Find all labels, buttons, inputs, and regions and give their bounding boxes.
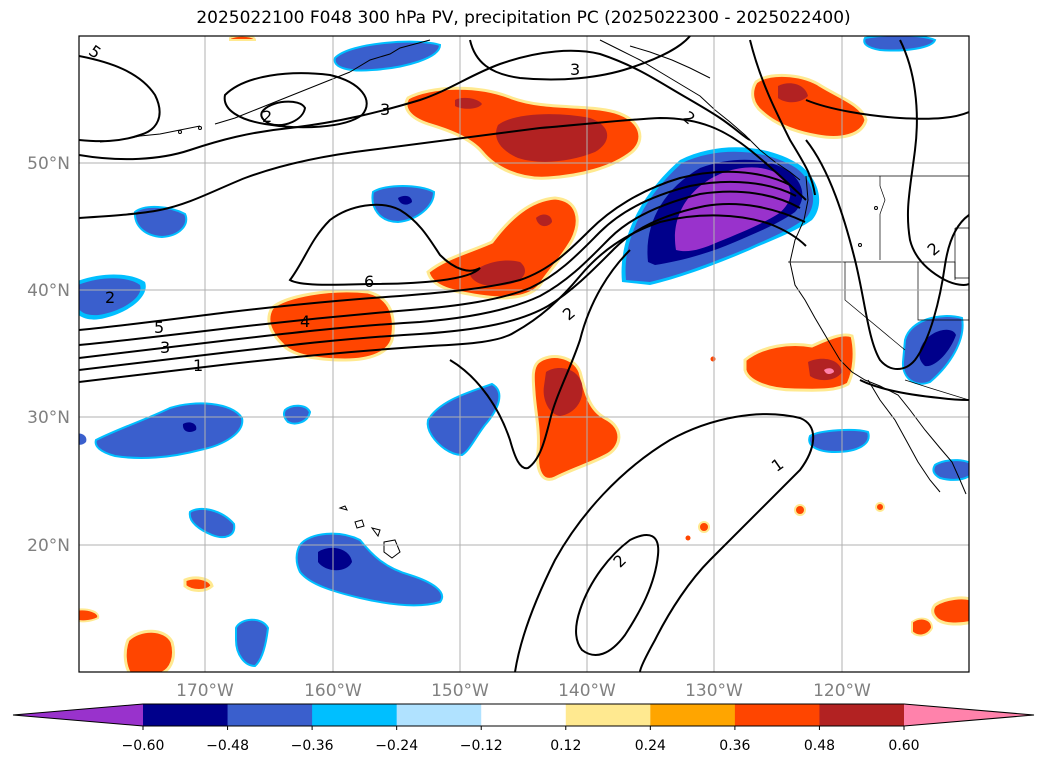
precip-blob-22n-170w (188, 507, 236, 539)
colorbar-segment (227, 704, 313, 726)
contour-label: 2 (262, 107, 272, 126)
colorbar-segment (819, 704, 905, 726)
contour-label: 6 (364, 272, 374, 291)
contour-label: 5 (154, 318, 164, 337)
precip-blob-45n-165w (133, 206, 188, 239)
lon-label-170w: 170°W (176, 681, 234, 701)
contour-label: 3 (380, 100, 390, 119)
contour-label: 3 (570, 60, 580, 79)
lat-label-30n: 30°N (27, 408, 70, 428)
colorbar-extend-max (904, 704, 1034, 726)
colorbar-tick-label: −0.24 (375, 738, 418, 754)
lon-label-130w: 130°W (685, 681, 743, 701)
lon-label-160w: 160°W (304, 681, 362, 701)
pv-contours (79, 36, 969, 672)
precip-blob-16n-170w (183, 576, 214, 592)
lat-label-50n: 50°N (27, 154, 70, 174)
colorbar-tick-label: 0.12 (550, 738, 581, 754)
colorbar-segment (565, 704, 651, 726)
lat-label-40n: 40°N (27, 281, 70, 301)
contour-label: 2 (105, 288, 115, 307)
colorbar-segment (734, 704, 820, 726)
map-title: 2025022100 F048 300 hPa PV, precipitatio… (196, 8, 851, 28)
longitude-labels: 170°W 160°W 150°W 140°W 130°W 120°W (176, 681, 871, 701)
colorbar-segment (312, 704, 398, 726)
hawaii-islands (338, 505, 401, 559)
colorbar-segment (396, 704, 482, 726)
lat-label-20n: 20°N (27, 536, 70, 556)
colorbar-tick-label: 0.48 (804, 738, 835, 754)
lon-label-150w: 150°W (431, 681, 489, 701)
coastlines (99, 39, 969, 559)
precip-blob-12n-173w (123, 629, 175, 672)
colorbar: −0.60 −0.48 −0.36 −0.24 −0.12 0.12 0.24 0.36 0.4… (12, 703, 1035, 754)
colorbar-tick-label: −0.60 (122, 738, 165, 754)
map-border (78, 35, 970, 673)
lon-label-140w: 140°W (558, 681, 616, 701)
colorbar-tick-label: −0.36 (291, 738, 334, 754)
contour-label: 1 (193, 356, 203, 375)
precip-blob-30n-147w (426, 382, 501, 457)
contour-label: 3 (160, 338, 170, 357)
contour-label: 4 (300, 312, 310, 331)
colorbar-tick-label: 0.36 (719, 738, 750, 754)
colorbar-tick-label: −0.12 (460, 738, 503, 754)
precip-blob-top-118w (863, 36, 937, 52)
colorbar-tick-label: 0.60 (888, 738, 919, 754)
colorbar-segment (143, 704, 229, 726)
precip-blob-14n-115w (931, 596, 969, 626)
precip-blob-15n-165w (235, 618, 270, 668)
colorbar-extend-min (13, 704, 143, 726)
colorbar-tick-label: 0.24 (635, 738, 666, 754)
precip-blob-31n-153w (283, 404, 312, 425)
positive-precip-shading (79, 36, 969, 672)
colorbar-segment (481, 704, 567, 726)
lon-label-120w: 120°W (813, 681, 871, 701)
colorbar-tick-label: −0.48 (206, 738, 249, 754)
colorbar-segment (650, 704, 736, 726)
latitude-labels: 50°N 40°N 30°N 20°N (27, 154, 70, 556)
map-content: 5 3 3 2 6 5 4 3 1 2 2 1 2 2 2 (79, 36, 969, 672)
precip-blob-top-160w (333, 40, 442, 72)
precip-blob-29n-121w (808, 428, 870, 454)
precip-blob-27n-116w (932, 459, 969, 481)
